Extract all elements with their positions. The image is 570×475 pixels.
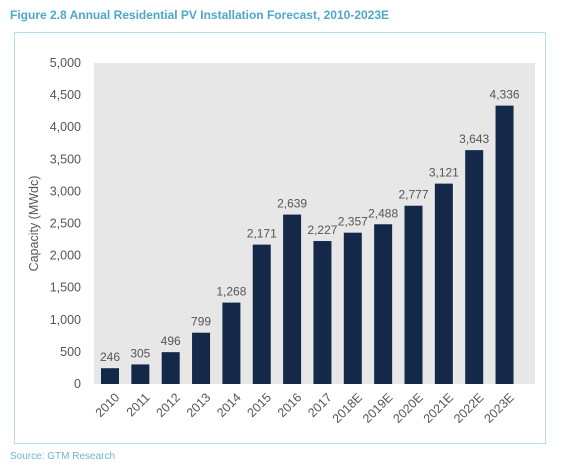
bar-value-label: 2,227 [307,223,337,237]
bar [101,368,119,384]
bar [161,352,180,384]
x-tick-label: 2016 [275,390,305,420]
bar [192,332,211,384]
x-tick-label: 2011 [124,390,153,419]
y-tick-label: 2,000 [50,249,81,263]
bar [252,244,271,384]
x-axis-ticks: 2010 2011 2012 2013 2014 2015 2016 20172018E201… [93,390,517,425]
bar-value-label: 2,777 [398,188,428,202]
bar [283,214,302,384]
chart-frame: Capacity (MWdc) 0 500 1,000 1,500 2,000 2,500… [14,32,546,444]
bar [404,205,423,384]
y-axis-ticks: 0 500 1,000 1,500 2,000 2,500 3,000 3,500 4,000 4… [50,56,81,391]
y-tick-label: 1,000 [50,313,81,327]
bar-chart: Capacity (MWdc) 0 500 1,000 1,500 2,000 2,500… [27,56,535,426]
figure-title: Figure 2.8 Annual Residential PV Install… [10,8,390,22]
bar-value-label: 2,171 [247,227,277,241]
y-tick-label: 3,500 [50,152,81,166]
x-tick-label: 2015 [245,390,275,420]
bar-value-label: 3,121 [429,166,459,180]
x-tick-label: 2019E [360,390,395,425]
y-tick-label: 5,000 [50,56,81,70]
bar-value-label: 2,488 [368,206,398,220]
y-axis-title: Capacity (MWdc) [27,176,41,272]
x-tick-label: 2012 [153,390,183,420]
x-tick-label: 2022E [451,390,486,425]
bar [374,224,393,384]
bar [465,150,484,384]
bar-value-label: 496 [161,334,181,348]
bar-value-label: 799 [191,315,211,329]
bar-value-label: 1,268 [216,285,246,299]
bar [222,302,241,384]
bar-value-label: 2,639 [277,197,307,211]
y-tick-label: 3,000 [50,184,81,198]
bar [343,232,362,384]
x-tick-label: 2013 [184,390,214,420]
data-labels: 246 305 496 799 1,268 2,171 2,6392,2272,3572,4… [100,88,520,365]
bar-value-label: 4,336 [490,88,520,102]
y-tick-label: 500 [60,345,81,359]
bar-value-label: 305 [130,346,150,360]
x-tick-label: 2014 [214,390,244,420]
y-tick-label: 2,500 [50,217,81,231]
y-tick-label: 4,500 [50,88,81,102]
x-tick-label: 2018E [330,390,365,425]
x-tick-label: 2020E [390,390,425,425]
y-tick-label: 4,000 [50,120,81,134]
x-tick-label: 2010 [93,390,123,420]
y-tick-label: 0 [74,377,81,391]
bar [495,105,514,385]
x-tick-label: 2023E [481,390,516,425]
bar-value-label: 2,357 [338,215,368,229]
bar [313,241,332,384]
source-note: Source: GTM Research [10,451,116,462]
bar [131,364,150,384]
bar-value-label: 246 [100,350,120,364]
bar-value-label: 3,643 [459,132,489,146]
bars [101,105,514,385]
bar [434,183,453,384]
x-tick-label: 2021E [421,390,456,425]
y-tick-label: 1,500 [50,281,81,295]
